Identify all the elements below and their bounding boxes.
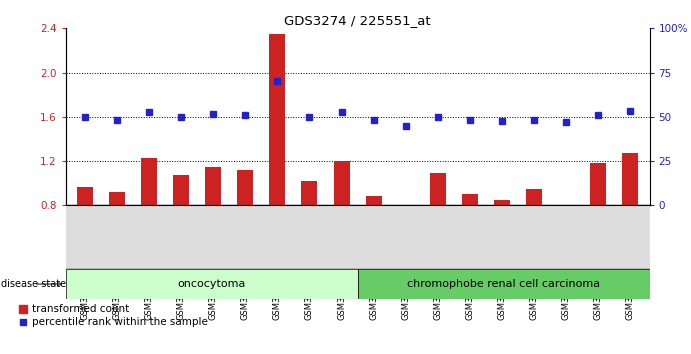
Title: GDS3274 / 225551_at: GDS3274 / 225551_at	[284, 14, 431, 27]
Text: chromophobe renal cell carcinoma: chromophobe renal cell carcinoma	[407, 279, 600, 289]
Bar	[590, 163, 606, 205]
Bar	[462, 194, 478, 205]
Bar	[526, 189, 542, 205]
Bar	[398, 205, 414, 207]
Bar	[430, 173, 446, 205]
Text: oncocytoma: oncocytoma	[178, 279, 246, 289]
Bar	[269, 34, 285, 205]
Bar	[558, 205, 574, 207]
Bar	[77, 187, 93, 205]
Bar	[109, 192, 125, 205]
Bar	[205, 167, 221, 205]
Bar	[237, 170, 254, 205]
Bar	[301, 181, 317, 205]
Text: disease state: disease state	[1, 279, 66, 289]
Bar	[358, 269, 650, 299]
Bar	[66, 269, 358, 299]
Bar	[334, 161, 350, 205]
Bar	[366, 196, 381, 205]
Legend: transformed count, percentile rank within the sample: transformed count, percentile rank withi…	[19, 304, 207, 327]
Bar	[494, 200, 510, 205]
Bar	[623, 153, 638, 205]
Bar	[173, 176, 189, 205]
Bar	[141, 158, 157, 205]
